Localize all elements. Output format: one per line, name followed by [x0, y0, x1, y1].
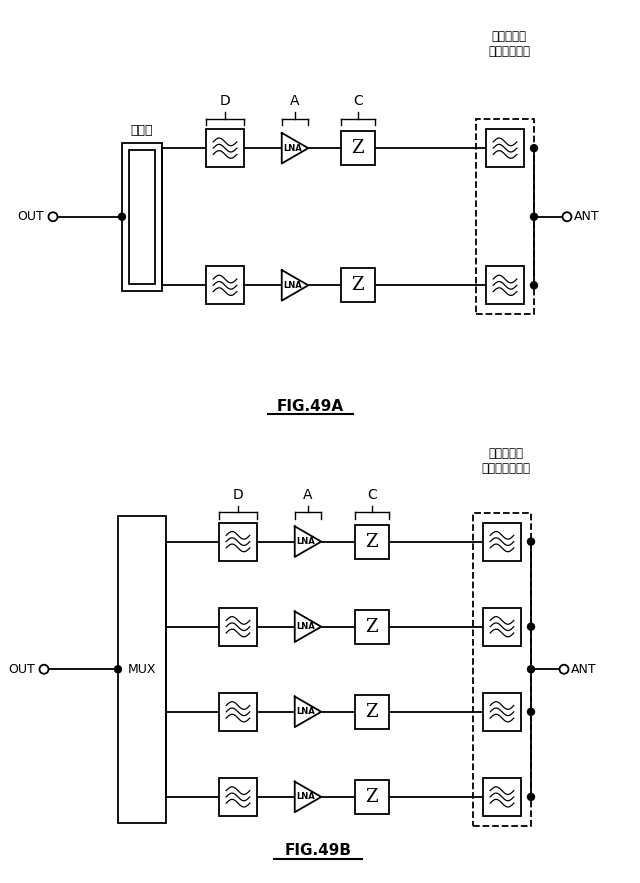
- Bar: [473, 512, 531, 826]
- Text: FIG.49B: FIG.49B: [285, 843, 351, 858]
- Text: LNA: LNA: [284, 144, 302, 153]
- Text: Z: Z: [365, 618, 378, 636]
- Bar: [219, 778, 257, 816]
- Text: ANT: ANT: [574, 210, 600, 223]
- Polygon shape: [295, 697, 321, 727]
- Bar: [483, 693, 521, 731]
- Text: 結合器: 結合器: [131, 124, 153, 137]
- Bar: [483, 523, 521, 561]
- Circle shape: [527, 623, 534, 630]
- Circle shape: [527, 708, 534, 715]
- Polygon shape: [282, 132, 308, 163]
- Text: C: C: [353, 94, 363, 108]
- Bar: [355, 525, 389, 559]
- Text: LNA: LNA: [296, 792, 316, 802]
- Bar: [355, 780, 389, 814]
- Bar: [341, 132, 375, 165]
- Circle shape: [559, 665, 568, 674]
- Bar: [219, 523, 257, 561]
- Bar: [486, 129, 524, 167]
- Bar: [355, 609, 389, 644]
- Bar: [206, 267, 244, 305]
- Circle shape: [527, 538, 534, 545]
- Text: D: D: [220, 94, 230, 108]
- Bar: [476, 119, 534, 314]
- Bar: [355, 695, 389, 728]
- Polygon shape: [295, 526, 321, 557]
- Text: A: A: [303, 487, 313, 502]
- Circle shape: [40, 665, 49, 674]
- Bar: [341, 268, 375, 302]
- Text: ANT: ANT: [571, 663, 596, 675]
- Circle shape: [527, 666, 534, 673]
- Circle shape: [527, 794, 534, 800]
- Bar: [118, 516, 166, 823]
- Circle shape: [531, 213, 538, 220]
- Text: Z: Z: [352, 276, 364, 294]
- Text: LNA: LNA: [296, 623, 316, 631]
- Bar: [219, 693, 257, 731]
- Polygon shape: [295, 781, 321, 812]
- Circle shape: [115, 666, 122, 673]
- Circle shape: [563, 212, 572, 222]
- Text: MUX: MUX: [128, 663, 156, 675]
- Bar: [483, 778, 521, 816]
- Text: OUT: OUT: [8, 663, 35, 675]
- Text: FIG.49A: FIG.49A: [276, 399, 344, 414]
- Text: フィルタ／
マルチプレクサ: フィルタ／ マルチプレクサ: [481, 447, 531, 474]
- Text: フィルタ／
ダイプレクサ: フィルタ／ ダイプレクサ: [488, 30, 530, 58]
- Text: D: D: [232, 487, 243, 502]
- Text: LNA: LNA: [296, 707, 316, 716]
- Text: A: A: [291, 94, 300, 108]
- Text: Z: Z: [365, 532, 378, 551]
- Bar: [486, 267, 524, 305]
- Circle shape: [531, 282, 538, 289]
- Text: Z: Z: [352, 140, 364, 157]
- Text: Z: Z: [365, 703, 378, 721]
- Circle shape: [118, 213, 125, 220]
- Bar: [206, 129, 244, 167]
- Bar: [122, 143, 162, 291]
- Polygon shape: [282, 270, 308, 300]
- Text: LNA: LNA: [284, 281, 302, 290]
- Text: OUT: OUT: [17, 210, 44, 223]
- Text: LNA: LNA: [296, 537, 316, 546]
- Bar: [483, 608, 521, 645]
- Circle shape: [531, 145, 538, 152]
- Bar: [219, 608, 257, 645]
- Text: Z: Z: [365, 788, 378, 806]
- Polygon shape: [295, 611, 321, 642]
- Circle shape: [49, 212, 58, 222]
- Text: C: C: [367, 487, 377, 502]
- Bar: [129, 150, 155, 283]
